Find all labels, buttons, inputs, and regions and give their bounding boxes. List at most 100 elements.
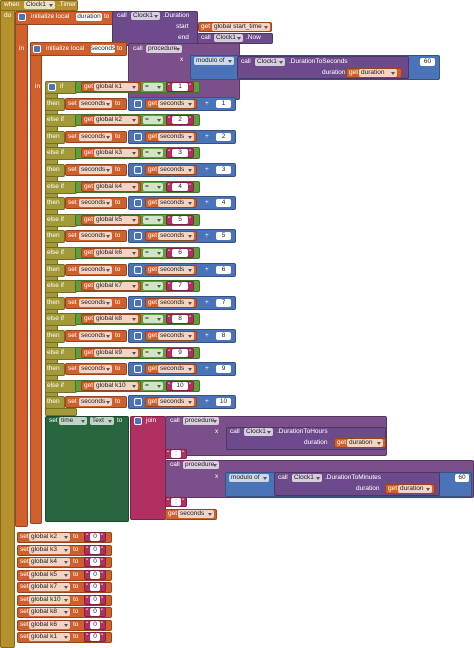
- number-field[interactable]: 8: [216, 331, 231, 340]
- component-dropdown[interactable]: Clock1: [24, 1, 55, 9]
- variable-dropdown[interactable]: seconds: [79, 99, 112, 108]
- text-field[interactable]: 7: [172, 282, 188, 291]
- variable-dropdown[interactable]: seconds: [79, 199, 112, 208]
- text-field[interactable]: 2: [172, 116, 188, 125]
- procedure-dropdown[interactable]: procedure: [183, 461, 219, 469]
- text-field[interactable]: 0: [90, 533, 100, 541]
- text-field[interactable]: 0: [90, 595, 100, 604]
- variable-dropdown[interactable]: global k8: [29, 608, 70, 616]
- variable-dropdown[interactable]: global k3: [94, 149, 138, 158]
- text-field[interactable]: 3: [172, 149, 188, 158]
- procedure-dropdown[interactable]: procedure: [146, 45, 182, 53]
- operator-dropdown[interactable]: =: [143, 282, 163, 291]
- text-field[interactable]: :: [171, 498, 181, 506]
- mutator-icon[interactable]: [33, 45, 41, 53]
- text-field[interactable]: 0: [90, 545, 100, 554]
- text-field[interactable]: :: [171, 450, 181, 458]
- variable-dropdown[interactable]: global k1: [94, 83, 138, 91]
- mutator-icon[interactable]: [134, 331, 142, 340]
- number-field[interactable]: 10: [216, 398, 231, 407]
- variable-dropdown[interactable]: duration: [347, 439, 383, 447]
- procedure-dropdown[interactable]: procedure: [183, 417, 219, 425]
- mutator-icon[interactable]: [134, 199, 142, 208]
- variable-dropdown[interactable]: global start_time: [212, 23, 270, 31]
- variable-dropdown[interactable]: seconds: [158, 365, 194, 374]
- property-dropdown[interactable]: Text: [90, 417, 114, 425]
- text-field[interactable]: 0: [90, 633, 100, 641]
- operator-dropdown[interactable]: =: [143, 116, 163, 125]
- operator-dropdown[interactable]: =: [143, 182, 163, 191]
- mutator-icon[interactable]: [134, 298, 142, 307]
- text-field[interactable]: 0: [90, 570, 100, 579]
- number-field[interactable]: 5: [216, 232, 231, 241]
- operator-dropdown[interactable]: =: [143, 215, 163, 224]
- variable-dropdown[interactable]: global k2: [94, 116, 138, 125]
- mutator-icon[interactable]: [134, 265, 142, 274]
- variable-dropdown[interactable]: seconds: [79, 165, 112, 174]
- variable-dropdown[interactable]: seconds: [79, 265, 112, 274]
- variable-dropdown[interactable]: duration: [398, 485, 432, 493]
- variable-dropdown[interactable]: global k10: [29, 595, 70, 604]
- text-field[interactable]: 0: [90, 608, 100, 616]
- text-field[interactable]: 9: [172, 348, 188, 357]
- variable-name-field[interactable]: duration: [76, 13, 102, 21]
- variable-dropdown[interactable]: seconds: [158, 232, 194, 241]
- math-dropdown[interactable]: modulo of: [229, 474, 269, 482]
- number-field[interactable]: 2: [216, 132, 231, 141]
- operator-dropdown[interactable]: =: [143, 381, 163, 390]
- number-field[interactable]: 4: [216, 199, 231, 208]
- number-field[interactable]: 1: [216, 99, 231, 108]
- variable-dropdown[interactable]: seconds: [79, 132, 112, 141]
- mutator-icon[interactable]: [134, 165, 142, 174]
- component-dropdown[interactable]: Clock1: [214, 34, 243, 42]
- mutator-icon[interactable]: [48, 83, 56, 91]
- variable-dropdown[interactable]: seconds: [79, 232, 112, 241]
- number-field[interactable]: 60: [455, 474, 469, 482]
- text-field[interactable]: 8: [172, 315, 188, 324]
- mutator-icon[interactable]: [134, 99, 142, 108]
- variable-dropdown[interactable]: global k1: [29, 633, 70, 641]
- math-dropdown[interactable]: modulo of: [194, 57, 234, 65]
- variable-dropdown[interactable]: global k2: [29, 533, 70, 541]
- variable-dropdown[interactable]: global k7: [29, 583, 70, 591]
- text-field[interactable]: 10: [172, 381, 188, 390]
- component-dropdown[interactable]: time: [59, 417, 87, 425]
- variable-dropdown[interactable]: global k6: [29, 620, 70, 629]
- mutator-icon[interactable]: [18, 13, 26, 21]
- variable-dropdown[interactable]: seconds: [79, 398, 112, 407]
- variable-dropdown[interactable]: global k4: [94, 182, 138, 191]
- number-field[interactable]: 60: [420, 58, 435, 66]
- variable-dropdown[interactable]: global k7: [94, 282, 138, 291]
- number-field[interactable]: 9: [216, 365, 231, 374]
- variable-dropdown[interactable]: global k5: [29, 570, 70, 579]
- component-dropdown[interactable]: Clock1: [244, 428, 273, 436]
- mutator-icon[interactable]: [134, 232, 142, 241]
- variable-dropdown[interactable]: global k5: [94, 215, 138, 224]
- variable-dropdown[interactable]: global k6: [94, 249, 138, 257]
- variable-dropdown[interactable]: seconds: [158, 298, 194, 307]
- operator-dropdown[interactable]: =: [143, 249, 163, 257]
- variable-dropdown[interactable]: seconds: [158, 99, 194, 108]
- variable-dropdown[interactable]: seconds: [158, 265, 194, 274]
- variable-dropdown[interactable]: seconds: [158, 331, 194, 340]
- text-field[interactable]: 4: [172, 182, 188, 191]
- variable-dropdown[interactable]: seconds: [158, 398, 194, 407]
- variable-dropdown[interactable]: global k3: [29, 545, 70, 554]
- mutator-icon[interactable]: [134, 417, 142, 425]
- variable-dropdown[interactable]: seconds: [79, 365, 112, 374]
- variable-dropdown[interactable]: seconds: [79, 331, 112, 340]
- variable-dropdown[interactable]: global k9: [94, 348, 138, 357]
- variable-dropdown[interactable]: seconds: [158, 132, 194, 141]
- text-field[interactable]: 0: [90, 620, 100, 629]
- text-field[interactable]: 5: [172, 215, 188, 224]
- text-field[interactable]: 0: [90, 558, 100, 566]
- operator-dropdown[interactable]: =: [143, 315, 163, 324]
- operator-dropdown[interactable]: =: [143, 348, 163, 357]
- variable-dropdown[interactable]: global k4: [29, 558, 70, 566]
- number-field[interactable]: 6: [216, 265, 231, 274]
- mutator-icon[interactable]: [134, 132, 142, 141]
- text-field[interactable]: 6: [172, 249, 188, 257]
- component-dropdown[interactable]: Clock1: [255, 58, 285, 66]
- variable-dropdown[interactable]: global k8: [94, 315, 138, 324]
- number-field[interactable]: 3: [216, 165, 231, 174]
